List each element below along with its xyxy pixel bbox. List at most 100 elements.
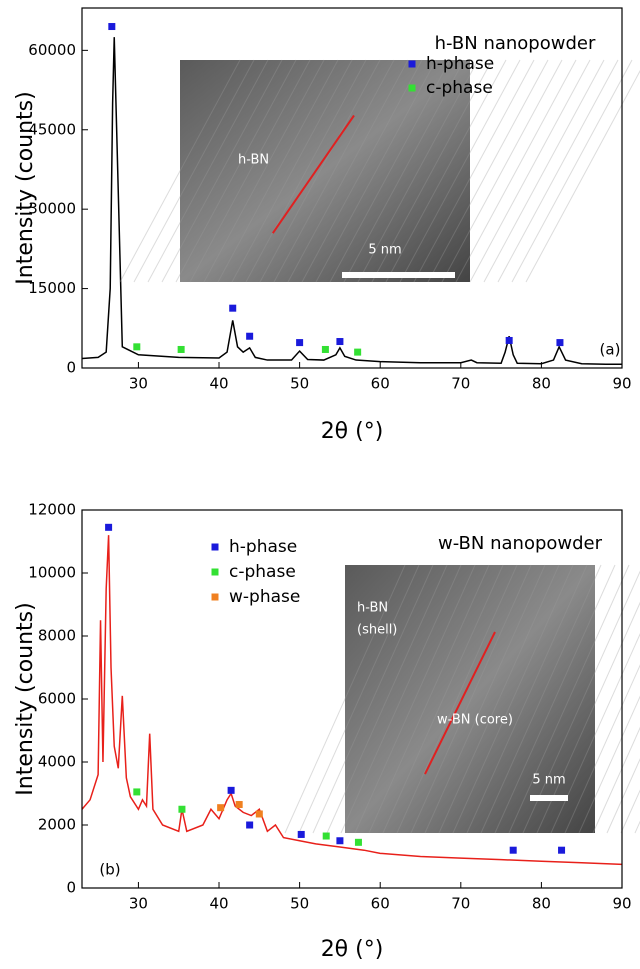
x-tick-label: 30: [129, 375, 148, 393]
x-tick-label: 60: [371, 895, 390, 913]
y-tick-label: 2000: [38, 816, 76, 834]
lattice-fringe: [413, 59, 535, 283]
legend-swatch: [408, 60, 416, 68]
lattice-fringe: [536, 601, 640, 834]
lattice-fringe: [385, 59, 507, 283]
lattice-fringe: [161, 59, 283, 283]
lattice-fringe: [452, 564, 574, 834]
panel-label: (a): [600, 341, 621, 359]
x-tick-label: 70: [451, 895, 470, 913]
y-tick-label: 30000: [28, 200, 76, 218]
lattice-fringe: [522, 570, 640, 834]
lattice-fringe: [466, 564, 588, 834]
lattice-fringe: [357, 59, 479, 283]
lattice-fringe: [399, 59, 521, 283]
phase-marker: [505, 336, 513, 344]
lattice-fringe: [592, 726, 640, 834]
phase-marker: [556, 339, 564, 347]
lattice-fringe: [620, 789, 640, 834]
lattice-fringe: [287, 59, 409, 283]
lattice-fringe: [326, 564, 448, 834]
lattice-fringe: [284, 564, 406, 834]
x-tick-label: 90: [612, 375, 631, 393]
plot-frame: [81, 509, 623, 889]
lattice-fringe: [231, 59, 353, 283]
legend-swatch: [211, 593, 219, 601]
phase-marker: [336, 338, 344, 346]
inset-label: (shell): [357, 623, 397, 638]
y-tick-label: 12000: [28, 501, 76, 519]
annotation: h-BN nanopowder: [435, 33, 596, 54]
panel-label: (b): [99, 861, 120, 879]
lattice-fringe: [382, 564, 504, 834]
phase-marker: [255, 810, 263, 818]
lattice-fringe: [301, 59, 423, 283]
legend-swatch: [408, 84, 416, 92]
lattice-fringe: [427, 59, 549, 283]
phase-marker: [297, 830, 305, 838]
lattice-fringe: [424, 564, 546, 834]
x-tick-label: 80: [532, 895, 551, 913]
lattice-fringe: [469, 59, 591, 283]
lattice-fringe: [217, 59, 339, 283]
phase-marker: [558, 846, 566, 854]
lattice-fringe: [410, 564, 532, 834]
x-tick-label: 40: [209, 375, 228, 393]
legend-label: h-phase: [229, 537, 297, 557]
arrow: [271, 114, 355, 234]
lattice-fringe: [508, 564, 630, 834]
scale-bar-label: 5 nm: [532, 773, 565, 788]
lattice-fringe: [368, 564, 490, 834]
lattice-fringe: [396, 564, 518, 834]
xrd-curve: [81, 535, 623, 866]
lattice-fringe: [273, 59, 395, 283]
lattice-fringe: [340, 564, 462, 834]
inset-label: h-BN: [357, 601, 388, 616]
lattice-fringe: [480, 564, 602, 834]
y-tick-label: 60000: [28, 41, 76, 59]
phase-marker: [235, 801, 243, 809]
lattice-fringe: [511, 59, 633, 283]
y-tick-label: 10000: [28, 564, 76, 582]
phase-marker: [336, 837, 344, 845]
phase-marker: [227, 786, 235, 794]
x-tick-label: 90: [612, 895, 631, 913]
y-tick-label: 0: [66, 879, 76, 897]
x-tick-label: 60: [371, 375, 390, 393]
phase-marker: [108, 23, 116, 31]
lattice-fringe: [203, 59, 325, 283]
y-tick-label: 4000: [38, 753, 76, 771]
tem-inset: [345, 565, 595, 833]
x-tick-label: 30: [129, 895, 148, 913]
legend-label: c-phase: [229, 562, 296, 582]
tem-inset: [180, 60, 470, 282]
lattice-fringe: [189, 59, 311, 283]
x-tick-label: 50: [290, 375, 309, 393]
scale-bar-label: 5 nm: [368, 243, 401, 258]
x-tick-label: 50: [290, 895, 309, 913]
lattice-fringe: [354, 564, 476, 834]
phase-marker: [105, 523, 113, 531]
arrow: [424, 631, 496, 775]
xrd-curve: [81, 37, 622, 366]
lattice-fringe: [441, 59, 563, 283]
lattice-fringe: [550, 633, 640, 834]
y-tick-label: 0: [66, 359, 76, 377]
legend-label: h-phase: [426, 54, 494, 74]
lattice-fringe: [298, 564, 420, 834]
lattice-fringe: [438, 564, 560, 834]
lattice-fringe: [564, 664, 640, 834]
lattice-fringe: [578, 695, 640, 834]
lattice-fringe: [147, 59, 269, 283]
phase-marker: [509, 846, 517, 854]
phase-marker: [246, 332, 254, 340]
legend-label: c-phase: [426, 78, 493, 98]
lattice-fringe: [312, 564, 434, 834]
phase-marker: [133, 343, 141, 351]
phase-marker: [133, 788, 141, 796]
lattice-fringe: [329, 59, 451, 283]
plot-frame: [81, 7, 623, 369]
lattice-fringe: [119, 59, 241, 283]
phase-marker: [229, 304, 237, 312]
legend-label: w-phase: [229, 587, 300, 607]
